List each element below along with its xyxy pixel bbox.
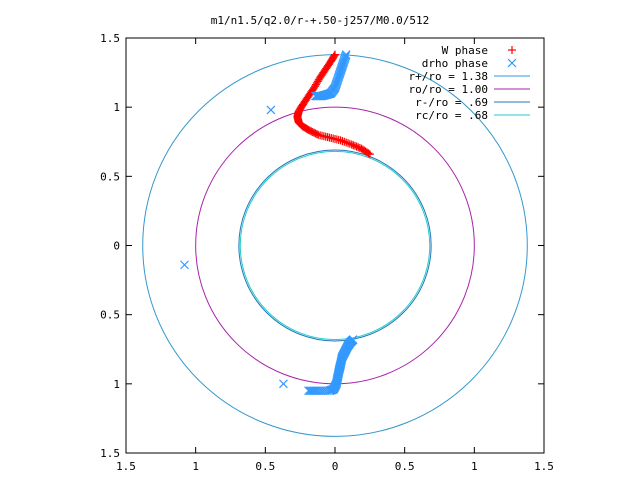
w-phase-point	[340, 137, 349, 146]
x-tick-label: 1	[192, 460, 199, 473]
legend-marker	[507, 58, 517, 68]
w-phase-point	[336, 136, 345, 145]
drho-phase-point	[266, 105, 276, 115]
legend-label: drho phase	[422, 57, 488, 70]
circle-4	[239, 150, 431, 341]
drho-phase-point	[316, 386, 326, 396]
w-phase-point	[338, 137, 347, 146]
w-phase-point	[345, 139, 354, 148]
drho-phase-point	[312, 91, 322, 101]
legend-label: ro/ro = 1.00	[409, 83, 488, 96]
y-tick-label: 0.5	[100, 309, 120, 322]
y-tick-label: 0.5	[100, 170, 120, 183]
axes: 1.5 1 0.5 0 0.5 1 1.51.510.500.511.5	[100, 32, 554, 473]
x-tick-label: 1.5	[116, 460, 136, 473]
w-phase-point	[344, 139, 353, 148]
chart-title: m1/n1.5/q2.0/r-+.50-j257/M0.0/512	[211, 14, 430, 27]
legend-label: r+/ro = 1.38	[409, 70, 488, 83]
y-tick-label: 1	[113, 101, 120, 114]
y-tick-label: 1.5	[100, 32, 120, 45]
drho-phase-point	[312, 386, 322, 396]
drho-phase-point	[311, 91, 321, 101]
drho-phase-point	[348, 335, 358, 344]
x-tick-label: 0.5	[255, 460, 275, 473]
w-phase-point	[364, 149, 373, 158]
legend-label: rc/ro = .68	[415, 109, 488, 122]
x-tick-label: 0	[332, 460, 339, 473]
x-tick-label: 0.5	[395, 460, 415, 473]
data-markers	[180, 50, 374, 396]
y-tick-label: 1	[113, 378, 120, 391]
legend-label: r-/ro = .69	[415, 96, 488, 109]
x-tick-label: 1	[471, 460, 478, 473]
legend-marker	[508, 46, 516, 54]
drho-phase-point	[314, 386, 324, 396]
drho-phase-point	[313, 91, 323, 101]
drho-phase-point	[314, 91, 324, 101]
circle-3	[238, 149, 432, 342]
y-tick-label: 1.5	[100, 447, 120, 460]
x-tick-label: 1.5	[534, 460, 554, 473]
w-phase-point	[342, 138, 351, 147]
drho-phase-point	[279, 379, 288, 389]
y-tick-label: 0	[113, 240, 120, 253]
w-phase-point	[365, 150, 374, 159]
drho-phase-point	[318, 386, 328, 396]
drho-phase-point	[311, 91, 320, 101]
drho-phase-point	[180, 260, 189, 270]
circle-2	[195, 106, 475, 385]
drho-phase-point	[308, 386, 318, 396]
legend-label: W phase	[442, 44, 488, 57]
